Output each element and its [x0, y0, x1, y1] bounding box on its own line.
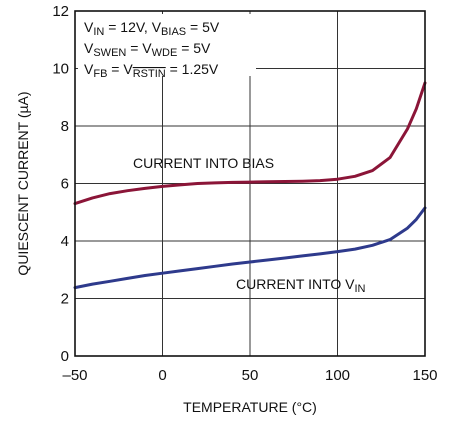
curves — [73, 81, 427, 290]
x-tick-label: –50 — [62, 367, 87, 384]
x-axis-title: TEMPERATURE (°C) — [183, 399, 317, 415]
condition-line: VIN = 12V, VBIAS = 5V — [84, 19, 220, 38]
y-tick-label: 12 — [52, 3, 69, 20]
x-tick-label: 0 — [158, 367, 166, 384]
x-tick-label: 50 — [242, 367, 259, 384]
y-tick-label: 2 — [61, 291, 69, 308]
condition-line: VSWEN = VWDE = 5V — [84, 40, 211, 59]
vin-current-label: CURRENT INTO VIN — [236, 276, 366, 295]
note-background — [78, 14, 256, 76]
y-tick-label: 0 — [61, 348, 69, 365]
bias-current-curve — [73, 81, 427, 206]
x-tick-label: 100 — [325, 367, 350, 384]
bias-current-label: CURRENT INTO BIAS — [133, 155, 274, 171]
x-tick-label: 150 — [412, 367, 437, 384]
plot-frame — [74, 10, 426, 357]
condition-line: VFB = VRSTIN = 1.25V — [84, 61, 219, 80]
y-axis-title: QUIESCENT CURRENT (µA) — [15, 91, 31, 275]
curve-labels: CURRENT INTO BIAS CURRENT INTO VIN — [133, 155, 366, 295]
y-tick-label: 10 — [52, 61, 69, 78]
y-tick-label: 8 — [61, 118, 69, 135]
tick-labels: –50 0 50 100 150 0 2 4 6 8 10 12 — [52, 3, 437, 384]
y-tick-label: 6 — [61, 176, 69, 193]
y-tick-label: 4 — [61, 233, 69, 250]
vin-current-curve — [73, 206, 427, 290]
test-conditions-note: VIN = 12V, VBIAS = 5V VSWEN = VWDE = 5V VF… — [78, 14, 256, 80]
